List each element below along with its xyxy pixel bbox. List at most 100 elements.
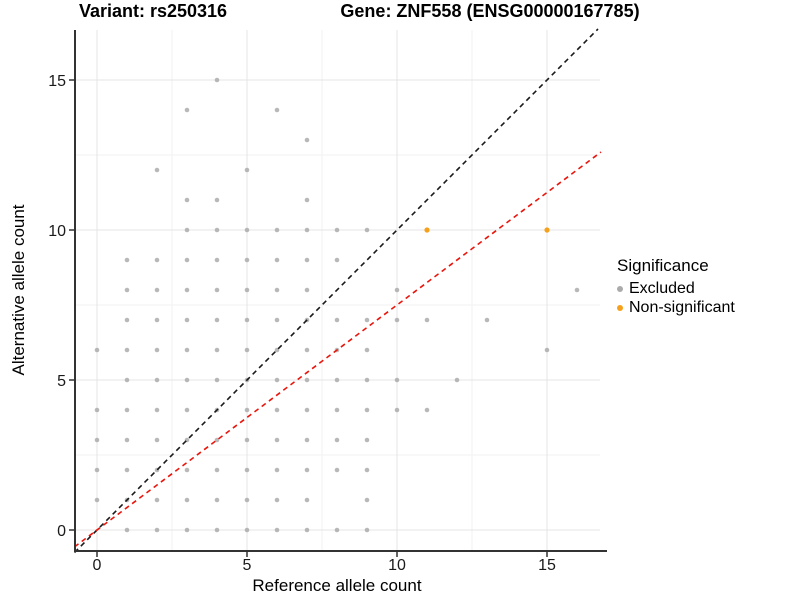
scatter-point-excluded: [334, 467, 340, 473]
legend-title: Significance: [617, 256, 709, 275]
scatter-point-excluded: [334, 227, 340, 233]
ratio-line: [74, 151, 602, 548]
scatter-point-excluded: [184, 257, 190, 263]
scatter-point-excluded: [304, 137, 310, 143]
scatter-point-excluded: [244, 257, 250, 263]
scatter-point-excluded: [364, 467, 370, 473]
scatter-point-excluded: [214, 527, 220, 533]
scatter-point-excluded: [364, 347, 370, 353]
scatter-point-excluded: [124, 467, 130, 473]
scatter-point-excluded: [154, 497, 160, 503]
scatter-point-excluded: [364, 527, 370, 533]
scatter-point-excluded: [184, 197, 190, 203]
scatter-point-excluded: [154, 287, 160, 293]
excluded-dot-icon: [617, 285, 623, 292]
scatter-point-excluded: [394, 317, 400, 323]
scatter-point-excluded: [304, 467, 310, 473]
scatter-point-excluded: [394, 377, 400, 383]
scatter-point-excluded: [184, 527, 190, 533]
x-tick-label: 0: [93, 557, 102, 574]
identity-line: [73, 28, 599, 554]
scatter-point-excluded: [154, 377, 160, 383]
y-tick-label: 10: [48, 223, 66, 240]
scatter-point-excluded: [184, 407, 190, 413]
scatter-point-excluded: [304, 407, 310, 413]
legend-label-non-significant: Non-significant: [629, 299, 735, 316]
y-tick-label: 0: [57, 523, 66, 540]
scatter-point-excluded: [274, 107, 280, 113]
scatter-point-excluded: [244, 287, 250, 293]
scatter-point-excluded: [364, 497, 370, 503]
scatter-point-excluded: [304, 197, 310, 203]
scatter-point-excluded: [484, 317, 490, 323]
scatter-point-excluded: [244, 317, 250, 323]
scatter-point-excluded: [364, 437, 370, 443]
scatter-point-excluded: [244, 437, 250, 443]
scatter-point-excluded: [184, 497, 190, 503]
scatter-point-excluded: [94, 437, 100, 443]
x-tick-label: 15: [538, 557, 556, 574]
scatter-point-excluded: [244, 347, 250, 353]
scatter-point-excluded: [244, 467, 250, 473]
scatter-point-excluded: [154, 317, 160, 323]
scatter-point-excluded: [274, 527, 280, 533]
scatter-point-excluded: [214, 257, 220, 263]
scatter-point-excluded: [334, 317, 340, 323]
scatter-point-excluded: [124, 527, 130, 533]
scatter-point-excluded: [544, 347, 550, 353]
scatter-point-excluded: [364, 407, 370, 413]
scatter-point-excluded: [214, 497, 220, 503]
scatter-point-excluded: [304, 287, 310, 293]
scatter-point-excluded: [334, 407, 340, 413]
y-tick-label: 5: [57, 373, 66, 390]
scatter-point-excluded: [304, 227, 310, 233]
scatter-point-excluded: [244, 407, 250, 413]
x-tick-label: 10: [388, 557, 406, 574]
point-layer: [94, 77, 580, 533]
scatter-point-excluded: [184, 377, 190, 383]
scatter-point-excluded: [154, 347, 160, 353]
scatter-point-excluded: [334, 437, 340, 443]
scatter-point-excluded: [274, 467, 280, 473]
scatter-point-excluded: [214, 77, 220, 83]
scatter-point-excluded: [334, 257, 340, 263]
non-significant-dot-icon: [617, 304, 623, 311]
legend-item-excluded: Excluded: [617, 279, 735, 298]
scatter-point-excluded: [214, 197, 220, 203]
scatter-point-excluded: [184, 107, 190, 113]
scatter-point-excluded: [244, 227, 250, 233]
scatter-point-excluded: [124, 287, 130, 293]
scatter-point-excluded: [154, 437, 160, 443]
scatter-point-excluded: [304, 257, 310, 263]
scatter-point-non-significant: [424, 227, 430, 233]
scatter-point-excluded: [184, 287, 190, 293]
scatter-point-excluded: [214, 437, 220, 443]
x-axis-label: Reference allele count: [252, 576, 421, 595]
scatter-point-excluded: [454, 377, 460, 383]
scatter-point-excluded: [274, 377, 280, 383]
legend-item-non-significant: Non-significant: [617, 298, 735, 317]
scatter-point-excluded: [334, 527, 340, 533]
x-tick-label: 5: [243, 557, 252, 574]
scatter-point-excluded: [154, 407, 160, 413]
scatter-point-excluded: [364, 377, 370, 383]
scatter-point-excluded: [154, 167, 160, 173]
scatter-point-excluded: [364, 227, 370, 233]
scatter-point-excluded: [154, 527, 160, 533]
scatter-point-excluded: [304, 497, 310, 503]
scatter-point-excluded: [214, 227, 220, 233]
line-layer: [73, 28, 602, 554]
scatter-point-excluded: [304, 527, 310, 533]
scatter-point-excluded: [274, 257, 280, 263]
scatter-point-excluded: [274, 287, 280, 293]
scatter-point-excluded: [214, 287, 220, 293]
scatter-point-non-significant: [544, 227, 550, 233]
scatter-point-excluded: [214, 467, 220, 473]
scatter-point-excluded: [424, 317, 430, 323]
scatter-point-excluded: [214, 377, 220, 383]
scatter-point-excluded: [244, 167, 250, 173]
scatter-point-excluded: [154, 257, 160, 263]
scatter-point-excluded: [394, 407, 400, 413]
scatter-point-excluded: [274, 227, 280, 233]
